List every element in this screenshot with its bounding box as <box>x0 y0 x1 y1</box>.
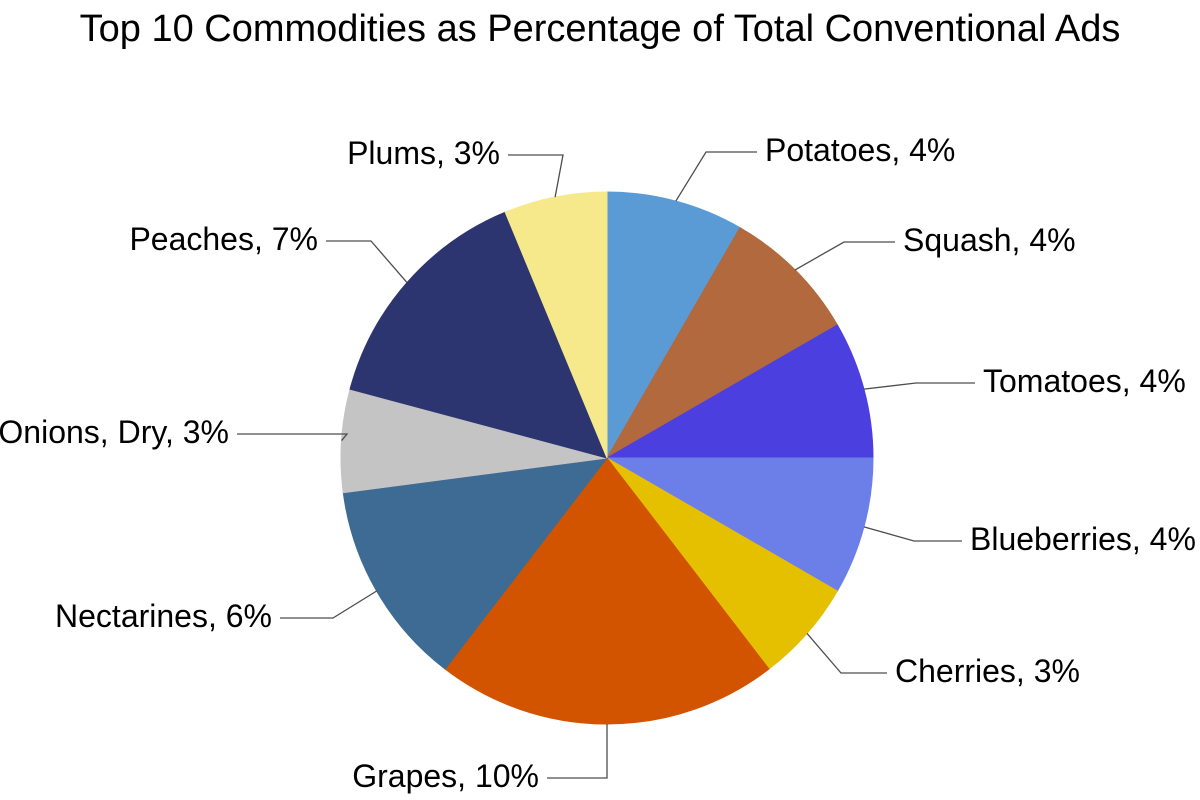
svg-text:Tomatoes, 4%: Tomatoes, 4% <box>983 363 1186 399</box>
svg-text:Peaches, 7%: Peaches, 7% <box>129 221 318 257</box>
svg-text:Squash, 4%: Squash, 4% <box>903 222 1076 258</box>
svg-text:Cherries, 3%: Cherries, 3% <box>895 653 1080 689</box>
svg-text:Plums, 3%: Plums, 3% <box>347 135 500 171</box>
svg-text:Nectarines, 6%: Nectarines, 6% <box>55 598 272 634</box>
svg-text:Grapes, 10%: Grapes, 10% <box>352 758 539 794</box>
svg-text:Onions, Dry, 3%: Onions, Dry, 3% <box>0 414 229 450</box>
svg-text:Blueberries, 4%: Blueberries, 4% <box>970 521 1196 557</box>
svg-text:Potatoes, 4%: Potatoes, 4% <box>765 132 955 168</box>
